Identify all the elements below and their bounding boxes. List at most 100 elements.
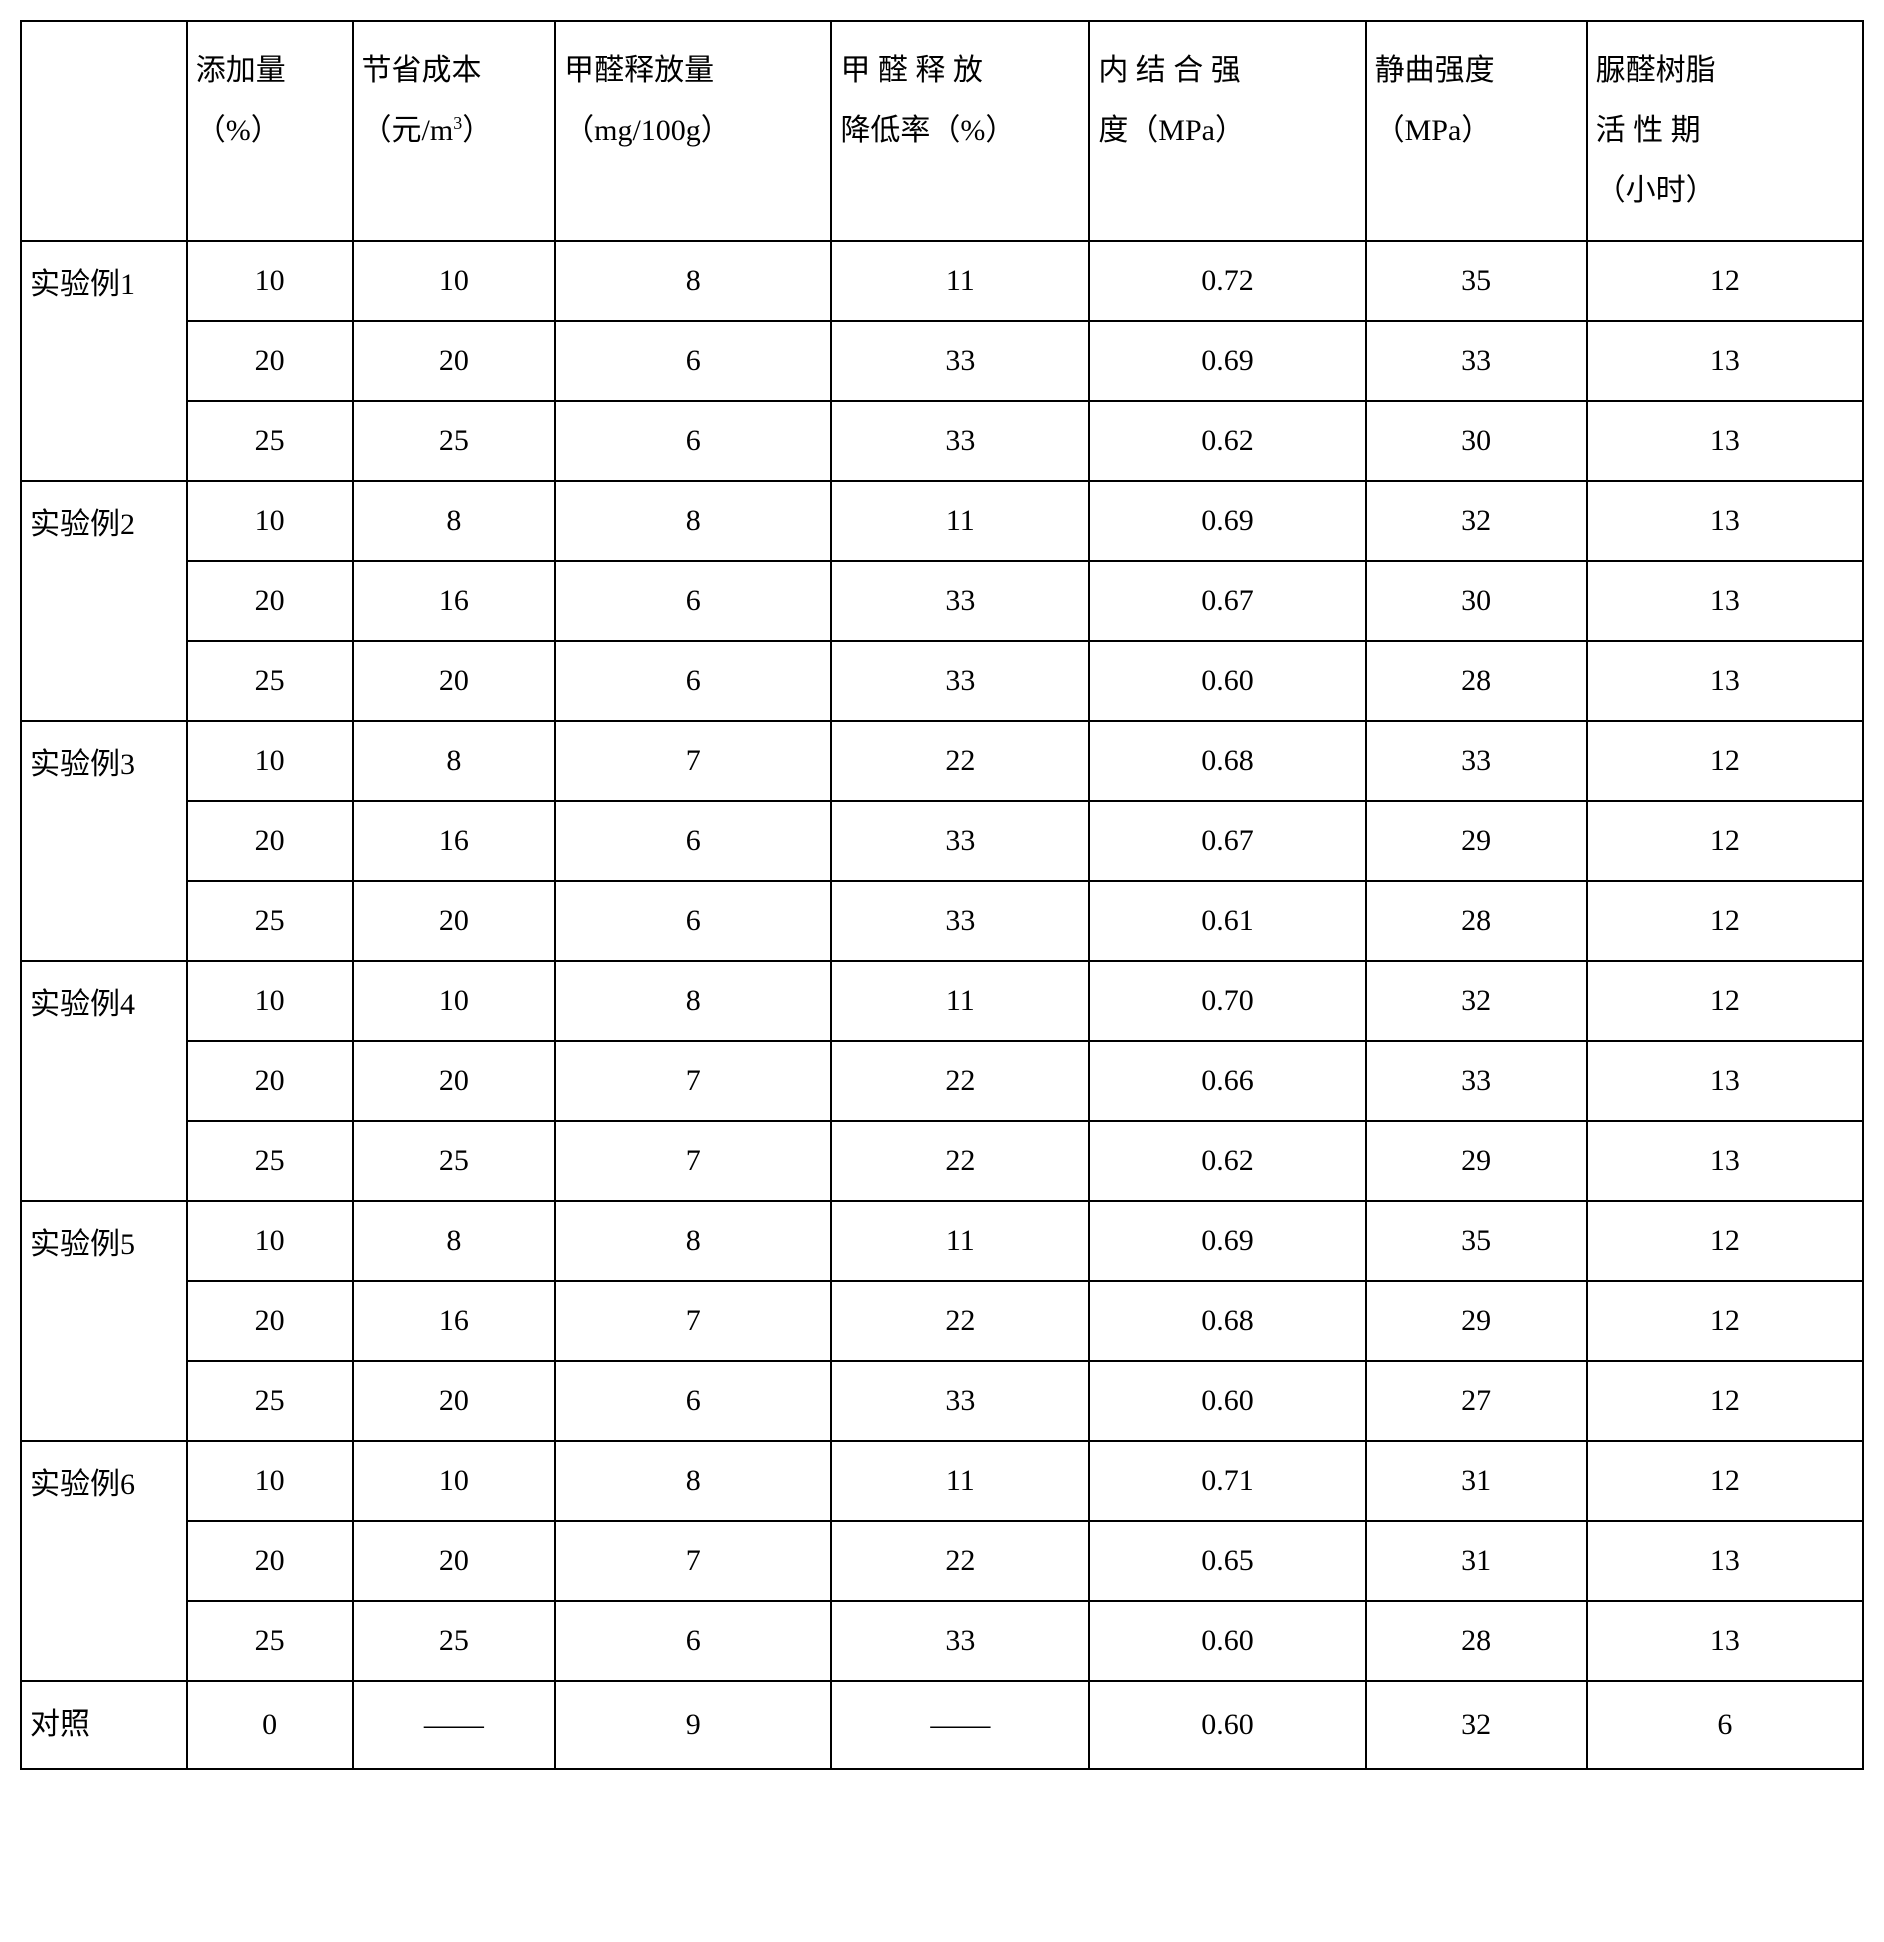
table-cell: 6 (555, 801, 831, 881)
table-cell: 6 (555, 881, 831, 961)
table-cell: 0.60 (1089, 1601, 1365, 1681)
unit-superscript: 3 (453, 113, 462, 133)
table-cell: 13 (1587, 561, 1863, 641)
table-cell: 13 (1587, 481, 1863, 561)
table-cell: 31 (1366, 1441, 1587, 1521)
table-cell: 8 (555, 1201, 831, 1281)
table-cell: 20 (353, 641, 556, 721)
table-row: 实验例51088110.693512 (21, 1201, 1863, 1281)
header-text: 内 结 合 强 (1098, 44, 1356, 98)
header-resin-active-period: 脲醛树脂 活 性 期 （小时） (1587, 21, 1863, 241)
table-cell: 0.69 (1089, 1201, 1365, 1281)
table-cell: 28 (1366, 881, 1587, 961)
table-cell: 8 (555, 481, 831, 561)
table-cell: 0.62 (1089, 1121, 1365, 1201)
group-label: 实验例3 (21, 721, 187, 961)
table-cell: 22 (831, 1121, 1089, 1201)
table-cell: 30 (1366, 401, 1587, 481)
header-text: 甲醛释放量 (564, 44, 822, 98)
header-unit: （%） (196, 104, 344, 158)
table-cell: 0.61 (1089, 881, 1365, 961)
header-unit: 降低率（%） (840, 104, 1080, 158)
table-cell: 28 (1366, 1601, 1587, 1681)
table-cell: 10 (353, 1441, 556, 1521)
header-text: 活 性 期 (1596, 104, 1854, 158)
table-cell: 9 (555, 1681, 831, 1769)
table-cell: 0.68 (1089, 1281, 1365, 1361)
table-cell: 20 (353, 1361, 556, 1441)
group-label-line1: 实验例 (30, 1468, 120, 1501)
table-cell: 25 (187, 1361, 353, 1441)
table-cell: 0.60 (1089, 641, 1365, 721)
table-cell: 13 (1587, 321, 1863, 401)
table-cell: 10 (353, 241, 556, 321)
header-text: 甲 醛 释 放 (840, 44, 1080, 98)
header-unit: （MPa） (1375, 104, 1578, 158)
table-cell: 25 (353, 1601, 556, 1681)
header-text: 脲醛树脂 (1596, 44, 1854, 98)
experiment-data-table: 添加量 （%） 节省成本 （元/m3） 甲醛释放量 （mg/100g） 甲 醛 … (20, 20, 1864, 1770)
table-cell: 13 (1587, 641, 1863, 721)
table-cell: 20 (187, 1041, 353, 1121)
table-cell: 33 (831, 1361, 1089, 1441)
table-cell: 0.72 (1089, 241, 1365, 321)
header-bending-strength: 静曲强度 （MPa） (1366, 21, 1587, 241)
table-cell: 11 (831, 1441, 1089, 1521)
table-cell: 10 (187, 1201, 353, 1281)
table-cell: 20 (353, 1521, 556, 1601)
table-row: 实验例610108110.713112 (21, 1441, 1863, 1521)
header-unit: 度（MPa） (1098, 104, 1356, 158)
table-cell: 12 (1587, 721, 1863, 801)
table-cell: 12 (1587, 881, 1863, 961)
table-cell: 20 (187, 321, 353, 401)
group-label-line2: 6 (120, 1468, 135, 1501)
table-cell: 20 (353, 321, 556, 401)
table-cell: 0.68 (1089, 721, 1365, 801)
table-cell: 7 (555, 1121, 831, 1201)
table-cell: 20 (187, 1521, 353, 1601)
table-row: 实验例110108110.723512 (21, 241, 1863, 321)
header-formaldehyde-reduction: 甲 醛 释 放 降低率（%） (831, 21, 1089, 241)
table-cell: 6 (555, 561, 831, 641)
table-cell: 33 (831, 801, 1089, 881)
group-label: 实验例5 (21, 1201, 187, 1441)
table-cell: 13 (1587, 1601, 1863, 1681)
header-text: 添加量 (196, 44, 344, 98)
table-cell: 33 (831, 561, 1089, 641)
table-cell: 13 (1587, 401, 1863, 481)
table-cell: 22 (831, 1521, 1089, 1601)
table-cell: 33 (831, 881, 1089, 961)
header-text: 节省成本 (362, 44, 547, 98)
header-unit: （元/m3） (362, 104, 547, 158)
table-cell: 22 (831, 1041, 1089, 1121)
group-label-line1: 实验例 (30, 508, 120, 541)
table-cell: 11 (831, 241, 1089, 321)
header-unit: （mg/100g） (564, 104, 822, 158)
table-row: 25257220.622913 (21, 1121, 1863, 1201)
header-row: 添加量 （%） 节省成本 （元/m3） 甲醛释放量 （mg/100g） 甲 醛 … (21, 21, 1863, 241)
table-cell: 12 (1587, 801, 1863, 881)
table-cell: 6 (555, 321, 831, 401)
table-cell: 25 (187, 641, 353, 721)
unit-prefix: （元/m (362, 114, 454, 147)
group-label-line2: 2 (120, 508, 135, 541)
table-cell: —— (831, 1681, 1089, 1769)
table-cell: 20 (353, 881, 556, 961)
table-cell: 27 (1366, 1361, 1587, 1441)
table-cell: 8 (353, 1201, 556, 1281)
table-cell: 13 (1587, 1121, 1863, 1201)
table-cell: 6 (555, 401, 831, 481)
table-cell: 10 (187, 1441, 353, 1521)
table-cell: 0.67 (1089, 561, 1365, 641)
table-cell: —— (353, 1681, 556, 1769)
table-cell: 12 (1587, 241, 1863, 321)
table-row: 20166330.673013 (21, 561, 1863, 641)
table-row: 实验例21088110.693213 (21, 481, 1863, 561)
table-cell: 6 (555, 1361, 831, 1441)
unit-suffix: ） (462, 114, 492, 147)
table-cell: 0.60 (1089, 1681, 1365, 1769)
table-cell: 33 (831, 321, 1089, 401)
table-cell: 12 (1587, 1201, 1863, 1281)
table-row: 实验例410108110.703212 (21, 961, 1863, 1041)
header-text: 静曲强度 (1375, 44, 1578, 98)
